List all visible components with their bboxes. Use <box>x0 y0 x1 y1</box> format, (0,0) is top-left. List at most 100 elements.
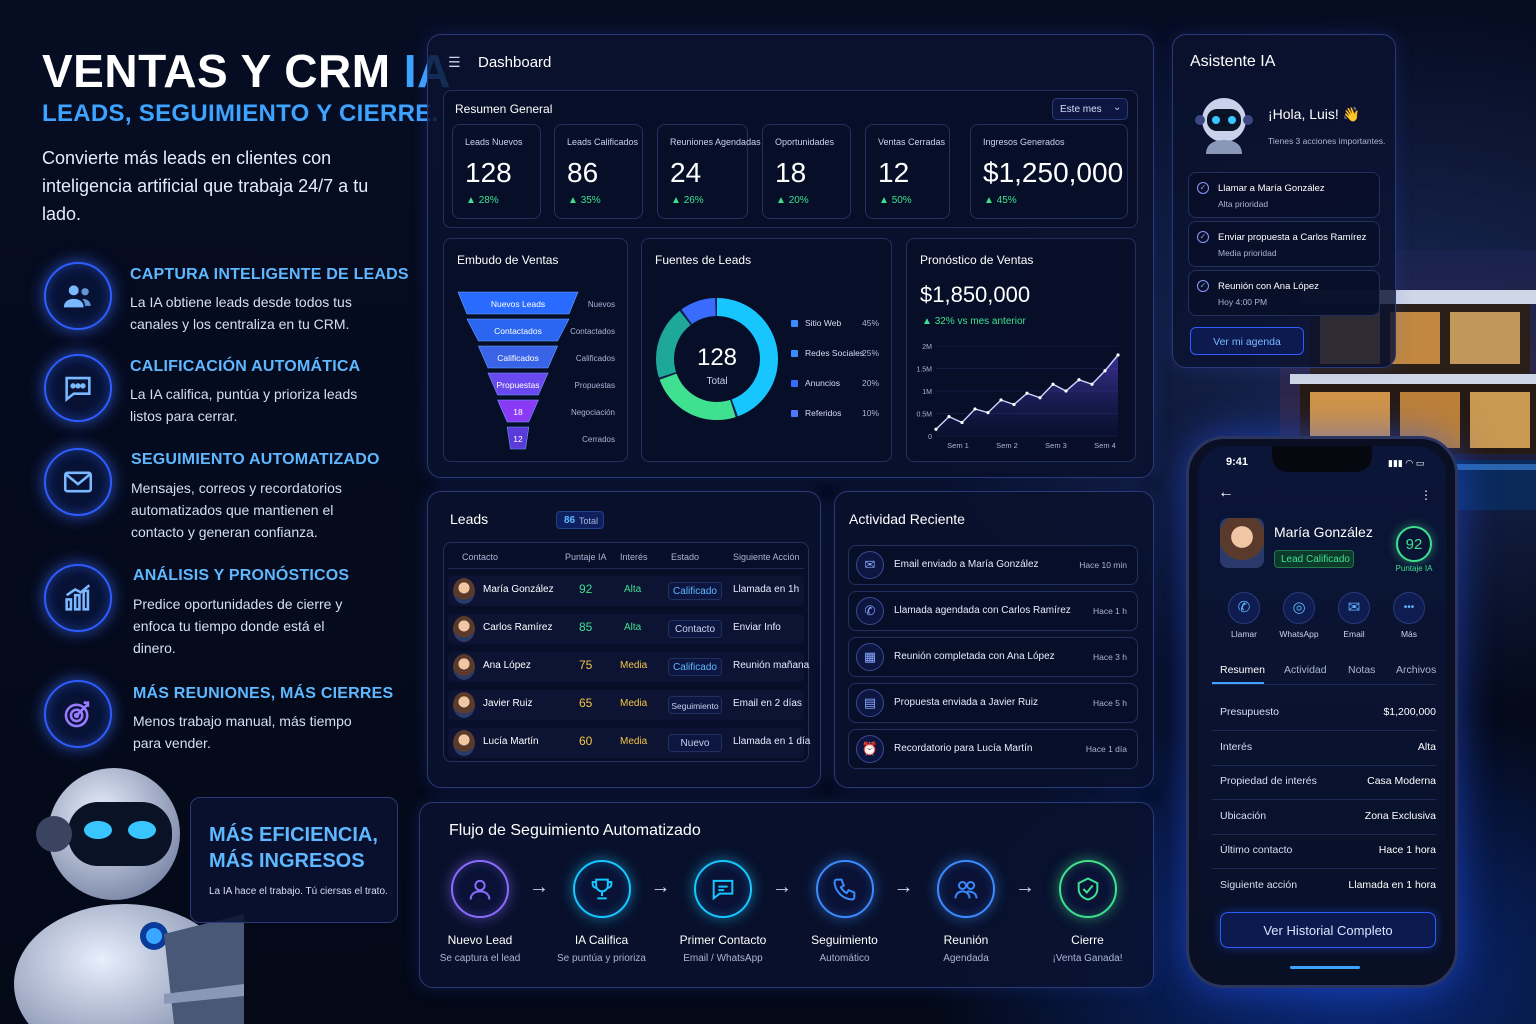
users-icon <box>44 262 112 330</box>
whatsapp-icon[interactable]: ◎ <box>1283 592 1315 624</box>
feature-description: La IA califica, puntúa y prioriza leads … <box>130 386 358 424</box>
forecast-point <box>973 407 977 411</box>
forecast-point <box>1077 378 1081 382</box>
avatar <box>453 654 475 680</box>
feature-title: MÁS REUNIONES, MÁS CIERRES <box>133 685 394 702</box>
history-button[interactable]: Ver Historial Completo <box>1220 912 1436 948</box>
forecast-title: Pronóstico de Ventas <box>920 253 1034 267</box>
assistant-greeting: ¡Hola, Luis! 👋 <box>1268 106 1361 122</box>
forecast-point <box>1103 369 1107 373</box>
funnel-stage <box>487 372 549 396</box>
flow-panel <box>419 802 1154 988</box>
field-divider <box>1212 868 1436 869</box>
field-divider <box>1212 764 1436 766</box>
assistant-task[interactable] <box>1188 172 1380 218</box>
feature-title: SEGUIMIENTO AUTOMATIZADO <box>131 451 380 468</box>
activity-item[interactable] <box>848 637 1138 677</box>
flow-step-subtitle: Se puntúa y prioriza <box>557 953 646 964</box>
check-circle-icon: ✓ <box>1197 231 1209 243</box>
table-row[interactable] <box>448 614 804 644</box>
task-subtitle: Hoy 4:00 PM <box>1218 297 1268 307</box>
back-arrow-icon[interactable]: ← <box>1218 484 1234 501</box>
score-ring: 92 <box>1396 526 1432 562</box>
activity-item[interactable] <box>848 591 1138 631</box>
column-header: Contacto <box>462 552 499 562</box>
calendar-icon: ▦ <box>856 643 884 671</box>
flow-step-title: Primer Contacto <box>679 933 767 947</box>
legend-swatch <box>791 410 798 417</box>
legend-label: Sitio Web <box>805 318 842 328</box>
kpi-change: ▲ 50% <box>879 195 912 206</box>
activity-time: Hace 1 h <box>1092 606 1127 616</box>
check-shield-icon <box>1058 860 1117 918</box>
sources-total-label: Total <box>706 376 728 387</box>
lead-status-badge: Lead Calificado <box>1274 550 1354 568</box>
period-select[interactable]: Este mes ⌄ <box>1052 98 1128 120</box>
activity-item[interactable] <box>848 545 1138 585</box>
feature-description: Predice oportunidades de cierre y enfoca… <box>133 596 343 656</box>
forecast-point <box>960 420 964 425</box>
flow-step-title: Seguimiento <box>811 933 878 947</box>
kpi-card: Leads Calificados 86 ▲ 35% <box>554 124 643 219</box>
view-agenda-button[interactable]: Ver mi agenda <box>1190 327 1304 355</box>
legend-label: Referidos <box>805 408 842 418</box>
menu-icon[interactable]: ☰ <box>448 54 461 70</box>
table-row[interactable] <box>448 652 804 682</box>
forecast-point <box>934 427 938 431</box>
efficiency-description: La IA hace el trabajo. Tú ciersas el tra… <box>209 886 388 897</box>
kpi-card: Ventas Cerradas 12 ▲ 50% <box>865 124 950 219</box>
forecast-point <box>1012 402 1016 407</box>
action-label: Email <box>1343 629 1365 639</box>
assistant-title: Asistente IA <box>1190 53 1276 70</box>
leads-count-badge: 86 Total <box>556 511 604 529</box>
x-tick-label: Sem 1 <box>947 441 969 450</box>
activity-text: Propuesta enviada a Javier Ruiz <box>894 697 1038 708</box>
table-row[interactable] <box>448 576 804 606</box>
legend-value: 45% <box>862 318 880 328</box>
forecast-area <box>936 355 1118 436</box>
phone-tab-actividad[interactable]: Actividad <box>1284 664 1327 676</box>
phone-notch <box>1272 446 1372 472</box>
legend-label: Anuncios <box>805 378 840 388</box>
phone-tab-archivos[interactable]: Archivos <box>1396 664 1437 676</box>
flow-step-title: IA Califica <box>574 933 629 947</box>
chat-icon <box>44 354 112 422</box>
more-vertical-icon[interactable]: ⋮ <box>1420 488 1432 502</box>
task-subtitle: Alta prioridad <box>1218 199 1269 209</box>
phone-tab-resumen[interactable]: Resumen <box>1220 664 1265 676</box>
assistant-task[interactable] <box>1188 221 1380 267</box>
activity-item[interactable] <box>848 729 1138 769</box>
table-row[interactable] <box>448 690 804 720</box>
forecast-point <box>1051 382 1055 386</box>
forecast-point <box>1038 396 1042 400</box>
flow-step-title: Reunión <box>943 933 989 947</box>
lead-interest: Media <box>620 660 648 671</box>
dashboard-title: Dashboard <box>478 54 552 71</box>
assistant-task[interactable] <box>1188 270 1380 316</box>
kpi-label: Reuniones Agendadas <box>670 137 761 147</box>
kpi-card: Ingresos Generados $1,250,000 ▲ 45% <box>970 124 1128 219</box>
phone-tab-notas[interactable]: Notas <box>1348 664 1376 676</box>
more-icon[interactable]: ••• <box>1393 592 1425 624</box>
field-value: Alta <box>1417 740 1436 753</box>
lead-score: 92 <box>579 582 593 596</box>
mail-icon[interactable]: ✉ <box>1338 592 1370 624</box>
activity-item[interactable] <box>848 683 1138 723</box>
phone-icon: ✆ <box>856 597 884 625</box>
efficiency-title-2: MÁS INGRESOS <box>209 850 365 872</box>
legend-value: 10% <box>862 408 880 418</box>
funnel-stage <box>506 426 530 450</box>
funnel-side-label: Cerrados <box>582 435 615 444</box>
chevron-down-icon: ⌄ <box>1113 102 1122 113</box>
funnel-stage <box>466 318 570 342</box>
phone-icon[interactable]: ✆ <box>1228 592 1260 624</box>
document-icon: ▤ <box>856 689 884 717</box>
robot-illustration <box>14 768 244 1024</box>
donut-slice <box>656 298 778 420</box>
table-row[interactable] <box>448 728 804 758</box>
avatar <box>453 578 475 604</box>
lead-score: 85 <box>579 620 593 634</box>
kpi-label: Ventas Cerradas <box>878 137 946 147</box>
summary-title: Resumen General <box>455 102 553 116</box>
forecast-point <box>1064 389 1068 393</box>
